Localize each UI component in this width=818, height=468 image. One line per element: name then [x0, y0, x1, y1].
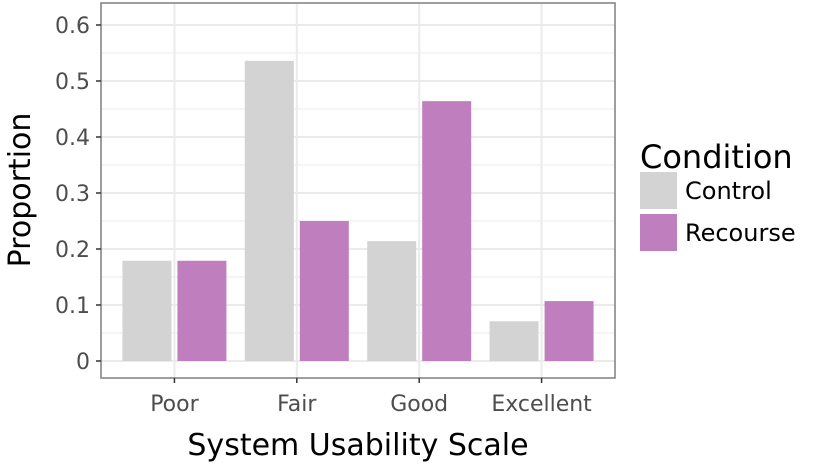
bar-control-good: [367, 241, 417, 361]
x-tick-label: Fair: [277, 392, 317, 417]
plot-panel-border: [100, 2, 616, 379]
bar-recourse-fair: [299, 221, 349, 361]
x-tick-label: Poor: [150, 392, 199, 417]
bar-recourse-good: [422, 101, 472, 361]
y-tick-label: 0.1: [55, 294, 90, 319]
bar-recourse-poor: [177, 260, 227, 361]
y-tick-label: 0.6: [55, 14, 90, 39]
legend-label-recourse: Recourse: [685, 219, 796, 247]
x-axis-title: System Usability Scale: [187, 428, 528, 463]
x-tick-label: Excellent: [491, 392, 592, 417]
y-axis-title: Proportion: [3, 113, 38, 268]
x-tick-label: Good: [390, 392, 448, 417]
y-tick-label: 0.2: [55, 238, 90, 263]
legend-title: Condition: [640, 138, 793, 176]
bars: [122, 60, 594, 362]
legend-key-control: [640, 172, 677, 209]
legend-label-control: Control: [685, 177, 772, 205]
bar-control-fair: [244, 60, 294, 362]
y-tick-label: 0: [76, 350, 90, 375]
y-axis: 0 0.1 0.2 0.3 0.4 0.5 0.6: [55, 14, 101, 375]
x-axis: Poor Fair Good Excellent: [150, 378, 592, 417]
y-tick-label: 0.3: [55, 182, 90, 207]
y-tick-label: 0.5: [55, 70, 90, 95]
bar-recourse-excellent: [544, 301, 594, 361]
legend: Condition Control Recourse: [640, 138, 796, 251]
bar-control-poor: [122, 260, 172, 361]
y-tick-label: 0.4: [55, 126, 90, 151]
bar-control-excellent: [489, 321, 539, 361]
legend-key-recourse: [640, 214, 677, 251]
